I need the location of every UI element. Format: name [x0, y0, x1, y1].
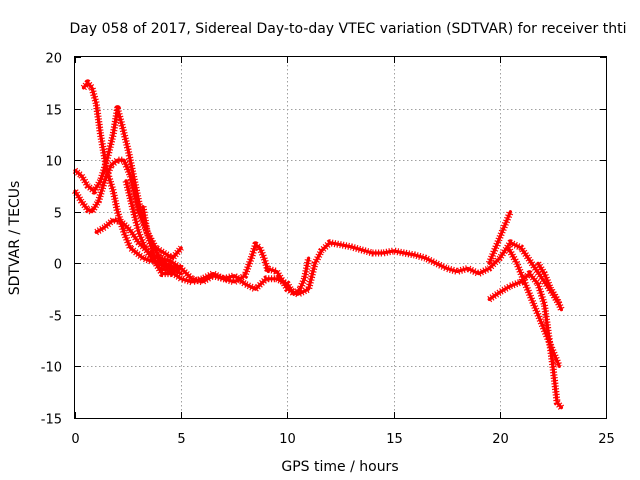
- x-tick-label: 20: [492, 432, 509, 447]
- y-tick-label: -5: [49, 310, 62, 325]
- y-tick-label: 5: [54, 207, 62, 222]
- series-line: [124, 179, 175, 270]
- series-line: [264, 241, 561, 307]
- x-tick-label: 0: [71, 432, 79, 447]
- y-tick-label: 20: [45, 52, 62, 67]
- y-tick-label: -15: [41, 413, 62, 428]
- chart-title: Day 058 of 2017, Sidereal Day-to-day VTE…: [70, 21, 627, 37]
- x-tick-label: 5: [177, 432, 185, 447]
- y-tick-label: 0: [54, 258, 62, 273]
- series-line: [73, 158, 183, 260]
- series-line: [141, 205, 270, 284]
- series-track-13: [535, 261, 565, 312]
- y-tick-label: 15: [45, 104, 62, 119]
- series-track-7: [158, 265, 258, 293]
- series-track-3: [72, 156, 184, 262]
- series-line: [536, 261, 564, 312]
- grid-lines: [75, 57, 606, 418]
- axis-ticks: 0 5 10 15 20 25 -15 -10 -5 0 5 10 15 20: [41, 52, 615, 448]
- x-axis-label: GPS time / hours: [281, 459, 398, 475]
- x-tick-label: 15: [386, 432, 403, 447]
- series-track-5: [122, 179, 175, 272]
- y-axis-label: SDTVAR / TECUs: [7, 181, 23, 296]
- series-track-9: [264, 239, 563, 307]
- series-line: [158, 266, 258, 291]
- x-tick-label: 25: [598, 432, 615, 447]
- series-track-12: [487, 270, 565, 410]
- x-tick-label: 10: [279, 432, 296, 447]
- y-tick-label: 10: [45, 155, 62, 170]
- series-line: [94, 218, 183, 270]
- series-track-6: [139, 205, 272, 286]
- series-line: [487, 272, 564, 410]
- data-series-layer: [72, 79, 565, 410]
- series-line: [487, 210, 512, 265]
- series-marker-band: [265, 239, 563, 307]
- plot-frame: [74, 56, 607, 419]
- series-track-10: [485, 210, 514, 265]
- y-tick-label: -10: [41, 361, 62, 376]
- series-track-4: [94, 216, 184, 272]
